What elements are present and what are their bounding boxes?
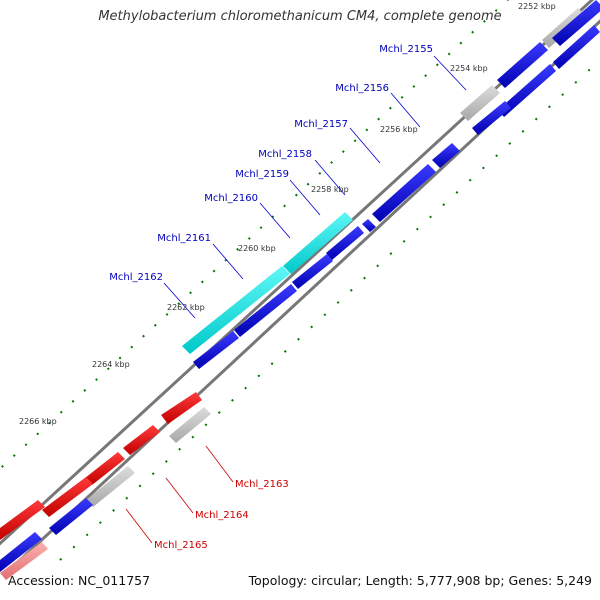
gene-label-mchl-2162: Mchl_2162: [109, 272, 163, 283]
gene-labels-reverse: Mchl_2163 Mchl_2164 Mchl_2165: [154, 479, 289, 551]
gene-arrow[interactable]: [460, 85, 500, 121]
ruler-label: 2266 kbp: [19, 417, 57, 426]
gene-label-mchl-2156: Mchl_2156: [335, 83, 389, 94]
gene-label-mchl-2155: Mchl_2155: [379, 44, 433, 55]
gene-arrow[interactable]: [472, 101, 511, 135]
inner-ruler-dots: [59, 59, 600, 561]
gene-arrow[interactable]: [123, 425, 160, 455]
gene-arrow[interactable]: [161, 392, 202, 424]
ruler-labels: 2252 kbp 2254 kbp 2256 kbp 2258 kbp 2260…: [19, 2, 556, 426]
gene-arrow[interactable]: [85, 452, 125, 485]
gene-arrow[interactable]: [49, 498, 93, 535]
ruler-label: 2258 kbp: [311, 185, 349, 194]
gene-arrow[interactable]: [498, 64, 556, 117]
gene-label-mchl-2165: Mchl_2165: [154, 540, 208, 551]
ruler-label: 2260 kbp: [238, 244, 276, 253]
accession-text: Accession: NC_011757: [8, 573, 151, 588]
gene-arrow[interactable]: [362, 219, 376, 232]
gene-arrow[interactable]: [0, 532, 42, 572]
map-title: Methylobacterium chloromethanicum CM4, c…: [98, 9, 502, 24]
gene-arrow[interactable]: [432, 143, 460, 168]
reverse-genes: [0, 392, 211, 580]
gene-arrow[interactable]: [283, 212, 353, 274]
backbone-line-inner: [3, 19, 600, 576]
gene-label-mchl-2159: Mchl_2159: [235, 169, 289, 180]
gene-label-mchl-2158: Mchl_2158: [258, 149, 312, 160]
forward-genes: [182, 0, 600, 354]
gene-label-mchl-2160: Mchl_2160: [204, 193, 258, 204]
ruler-label: 2264 kbp: [92, 360, 130, 369]
label-leaders-reverse: [125, 445, 234, 544]
gene-label-mchl-2164: Mchl_2164: [195, 510, 249, 521]
inner-ruler: [59, 59, 600, 561]
gene-label-mchl-2157: Mchl_2157: [294, 119, 348, 130]
gene-arrow[interactable]: [553, 25, 600, 69]
forward-genes-inner: [193, 25, 600, 369]
gene-arrow[interactable]: [497, 42, 548, 88]
gene-label-mchl-2161: Mchl_2161: [157, 233, 211, 244]
gene-arrow[interactable]: [326, 226, 364, 260]
gene-arrow[interactable]: [193, 331, 239, 369]
label-leaders-forward: [163, 55, 467, 319]
genome-summary-text: Topology: circular; Length: 5,777,908 bp…: [248, 573, 592, 588]
ruler-label: 2256 kbp: [380, 125, 418, 134]
gene-arrow[interactable]: [0, 500, 45, 540]
gene-labels-forward: Mchl_2155 Mchl_2156 Mchl_2157 Mchl_2158 …: [109, 44, 433, 283]
gene-label-mchl-2163: Mchl_2163: [235, 479, 289, 490]
gene-arrow[interactable]: [169, 407, 211, 443]
ruler-label: 2254 kbp: [450, 64, 488, 73]
gene-arrow[interactable]: [182, 266, 290, 354]
gene-arrow[interactable]: [372, 164, 436, 222]
gene-arrow[interactable]: [42, 477, 93, 517]
ruler-label: 2252 kbp: [518, 2, 556, 11]
gene-arrow[interactable]: [86, 466, 135, 507]
gene-arrow[interactable]: [552, 0, 600, 46]
gene-arrow[interactable]: [292, 254, 333, 289]
gene-arrow[interactable]: [0, 542, 48, 580]
gene-arrow[interactable]: [234, 284, 297, 337]
